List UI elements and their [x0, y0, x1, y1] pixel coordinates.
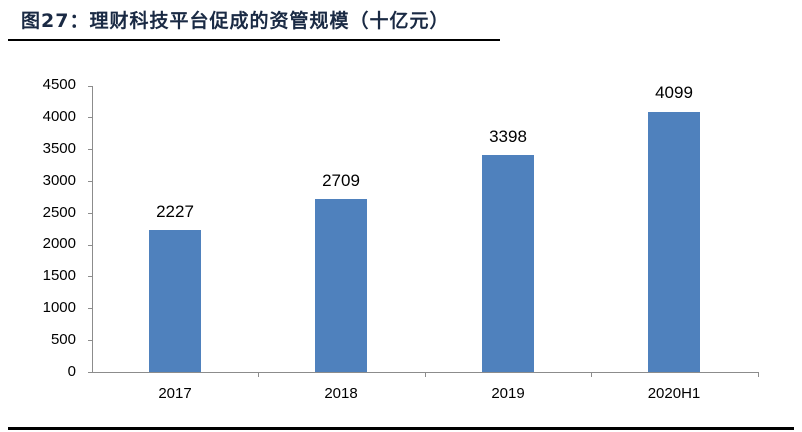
y-tick: [88, 213, 92, 214]
y-tick: [88, 372, 92, 373]
y-tick-label: 4500: [42, 76, 76, 93]
y-tick: [88, 86, 92, 87]
bar-2018: [315, 199, 367, 372]
data-label: 3398: [489, 127, 527, 146]
data-label: 2227: [156, 202, 194, 221]
x-tick: [758, 372, 759, 377]
y-tick: [88, 340, 92, 341]
y-tick: [88, 117, 92, 118]
y-tick-label: 500: [50, 331, 76, 348]
y-tick-label: 4000: [42, 108, 76, 125]
bar-2020h1: [648, 112, 700, 372]
x-tick-label: 2019: [491, 385, 525, 402]
y-tick-label: 0: [67, 363, 76, 380]
data-label: 2709: [322, 171, 360, 190]
x-tick: [258, 372, 259, 377]
y-tick-label: 2500: [42, 204, 76, 221]
bar-2017: [149, 230, 201, 372]
y-tick: [88, 149, 92, 150]
y-tick: [88, 245, 92, 246]
x-tick-label: 2018: [324, 385, 358, 402]
y-tick: [88, 181, 92, 182]
y-tick-label: 3000: [42, 172, 76, 189]
y-tick-label: 1500: [42, 267, 76, 284]
y-tick-label: 1000: [42, 299, 76, 316]
data-label: 4099: [655, 83, 693, 102]
x-tick-label: 2017: [158, 385, 192, 402]
y-tick-label: 3500: [42, 140, 76, 157]
y-axis-line: [92, 86, 93, 373]
x-tick: [591, 372, 592, 377]
y-tick-label: 2000: [42, 235, 76, 252]
bottom-rule: [8, 427, 794, 430]
x-tick: [425, 372, 426, 377]
y-tick: [88, 276, 92, 277]
chart-title: 图27：理财科技平台促成的资管规模（十亿元）: [21, 10, 450, 32]
x-tick-label: 2020H1: [647, 385, 701, 402]
bar-2019: [482, 155, 534, 372]
y-tick: [88, 308, 92, 309]
title-rule: [8, 39, 500, 41]
